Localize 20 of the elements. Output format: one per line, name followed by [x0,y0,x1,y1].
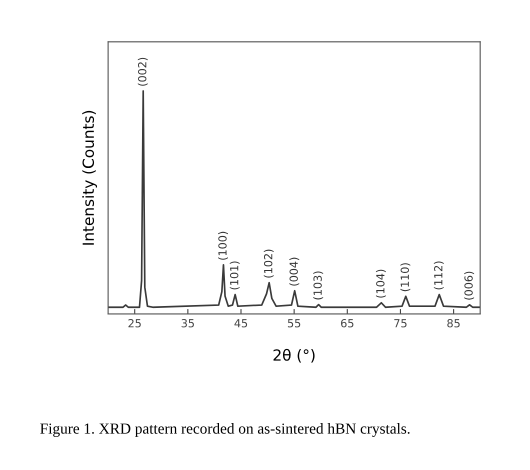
x-tick-label: 45 [234,319,248,328]
annotation: (110) [400,263,410,292]
y-axis-title: Intensity (Counts) [82,110,98,245]
x-tick-label: 85 [447,319,460,328]
caption: Figure 1. XRD pattern recorded on as-sintered hBN crystals. [40,423,410,437]
annotation: (112) [434,261,444,290]
x-tick-label: 65 [341,319,354,328]
annotation: (101) [230,261,240,290]
x-axis-title: 2θ (°) [274,348,315,363]
x-tick-label: 25 [128,319,141,328]
x-tick-label: 55 [288,319,300,328]
annotation: (104) [376,270,386,298]
annotation: (004) [289,258,300,286]
annotation: (102) [264,250,274,278]
annotation: (006) [464,272,474,300]
annotation: (103) [313,272,324,300]
x-tick-label: 35 [182,319,194,328]
x-tick-label: 75 [394,319,407,328]
annotation: (002) [138,58,148,86]
annotation: (100) [218,232,228,260]
